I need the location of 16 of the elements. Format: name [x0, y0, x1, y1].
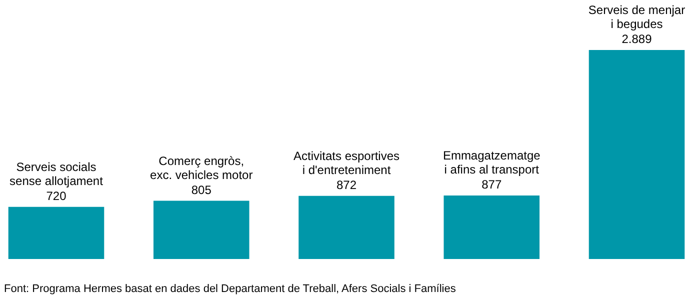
data-label: 720	[46, 188, 67, 203]
data-label: 805	[191, 182, 212, 197]
data-label: 877	[482, 178, 502, 192]
category-label: Serveis socials sense allotjament	[10, 160, 103, 188]
category-label: Activitats esportives i d'entreteniment	[293, 148, 400, 177]
category-label: Emmagatzematge i afins al transport	[442, 148, 540, 177]
text: Font: Programa Hermes basat en dades del Departament de Treball, Afers Socials i Famílies	[4, 283, 456, 295]
bar	[8, 206, 104, 259]
category-label: Comerç engròs, exc. vehicles motor	[150, 154, 253, 182]
bar	[444, 196, 540, 259]
category-label: Serveis de menjar i begudes	[588, 3, 686, 31]
bar	[153, 200, 250, 259]
data-label: 872	[336, 178, 357, 192]
bar	[298, 196, 394, 259]
bar	[588, 50, 685, 259]
data-label: 2.889	[622, 32, 652, 46]
